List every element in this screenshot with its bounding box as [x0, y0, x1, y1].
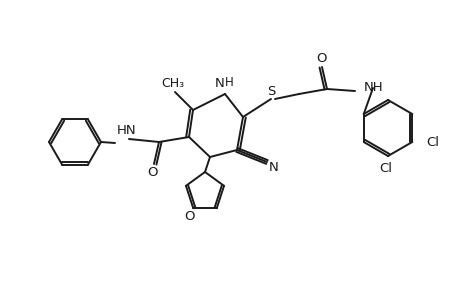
Text: O: O — [316, 52, 326, 64]
Text: Cl: Cl — [425, 136, 438, 148]
Text: H: H — [224, 76, 233, 88]
Text: HN: HN — [117, 124, 136, 136]
Text: O: O — [147, 167, 158, 179]
Text: N: N — [215, 76, 224, 89]
Text: S: S — [266, 85, 274, 98]
Text: NH: NH — [363, 80, 383, 94]
Text: N: N — [269, 160, 278, 173]
Text: Cl: Cl — [379, 161, 392, 175]
Text: O: O — [184, 210, 194, 223]
Text: CH₃: CH₃ — [161, 76, 184, 89]
